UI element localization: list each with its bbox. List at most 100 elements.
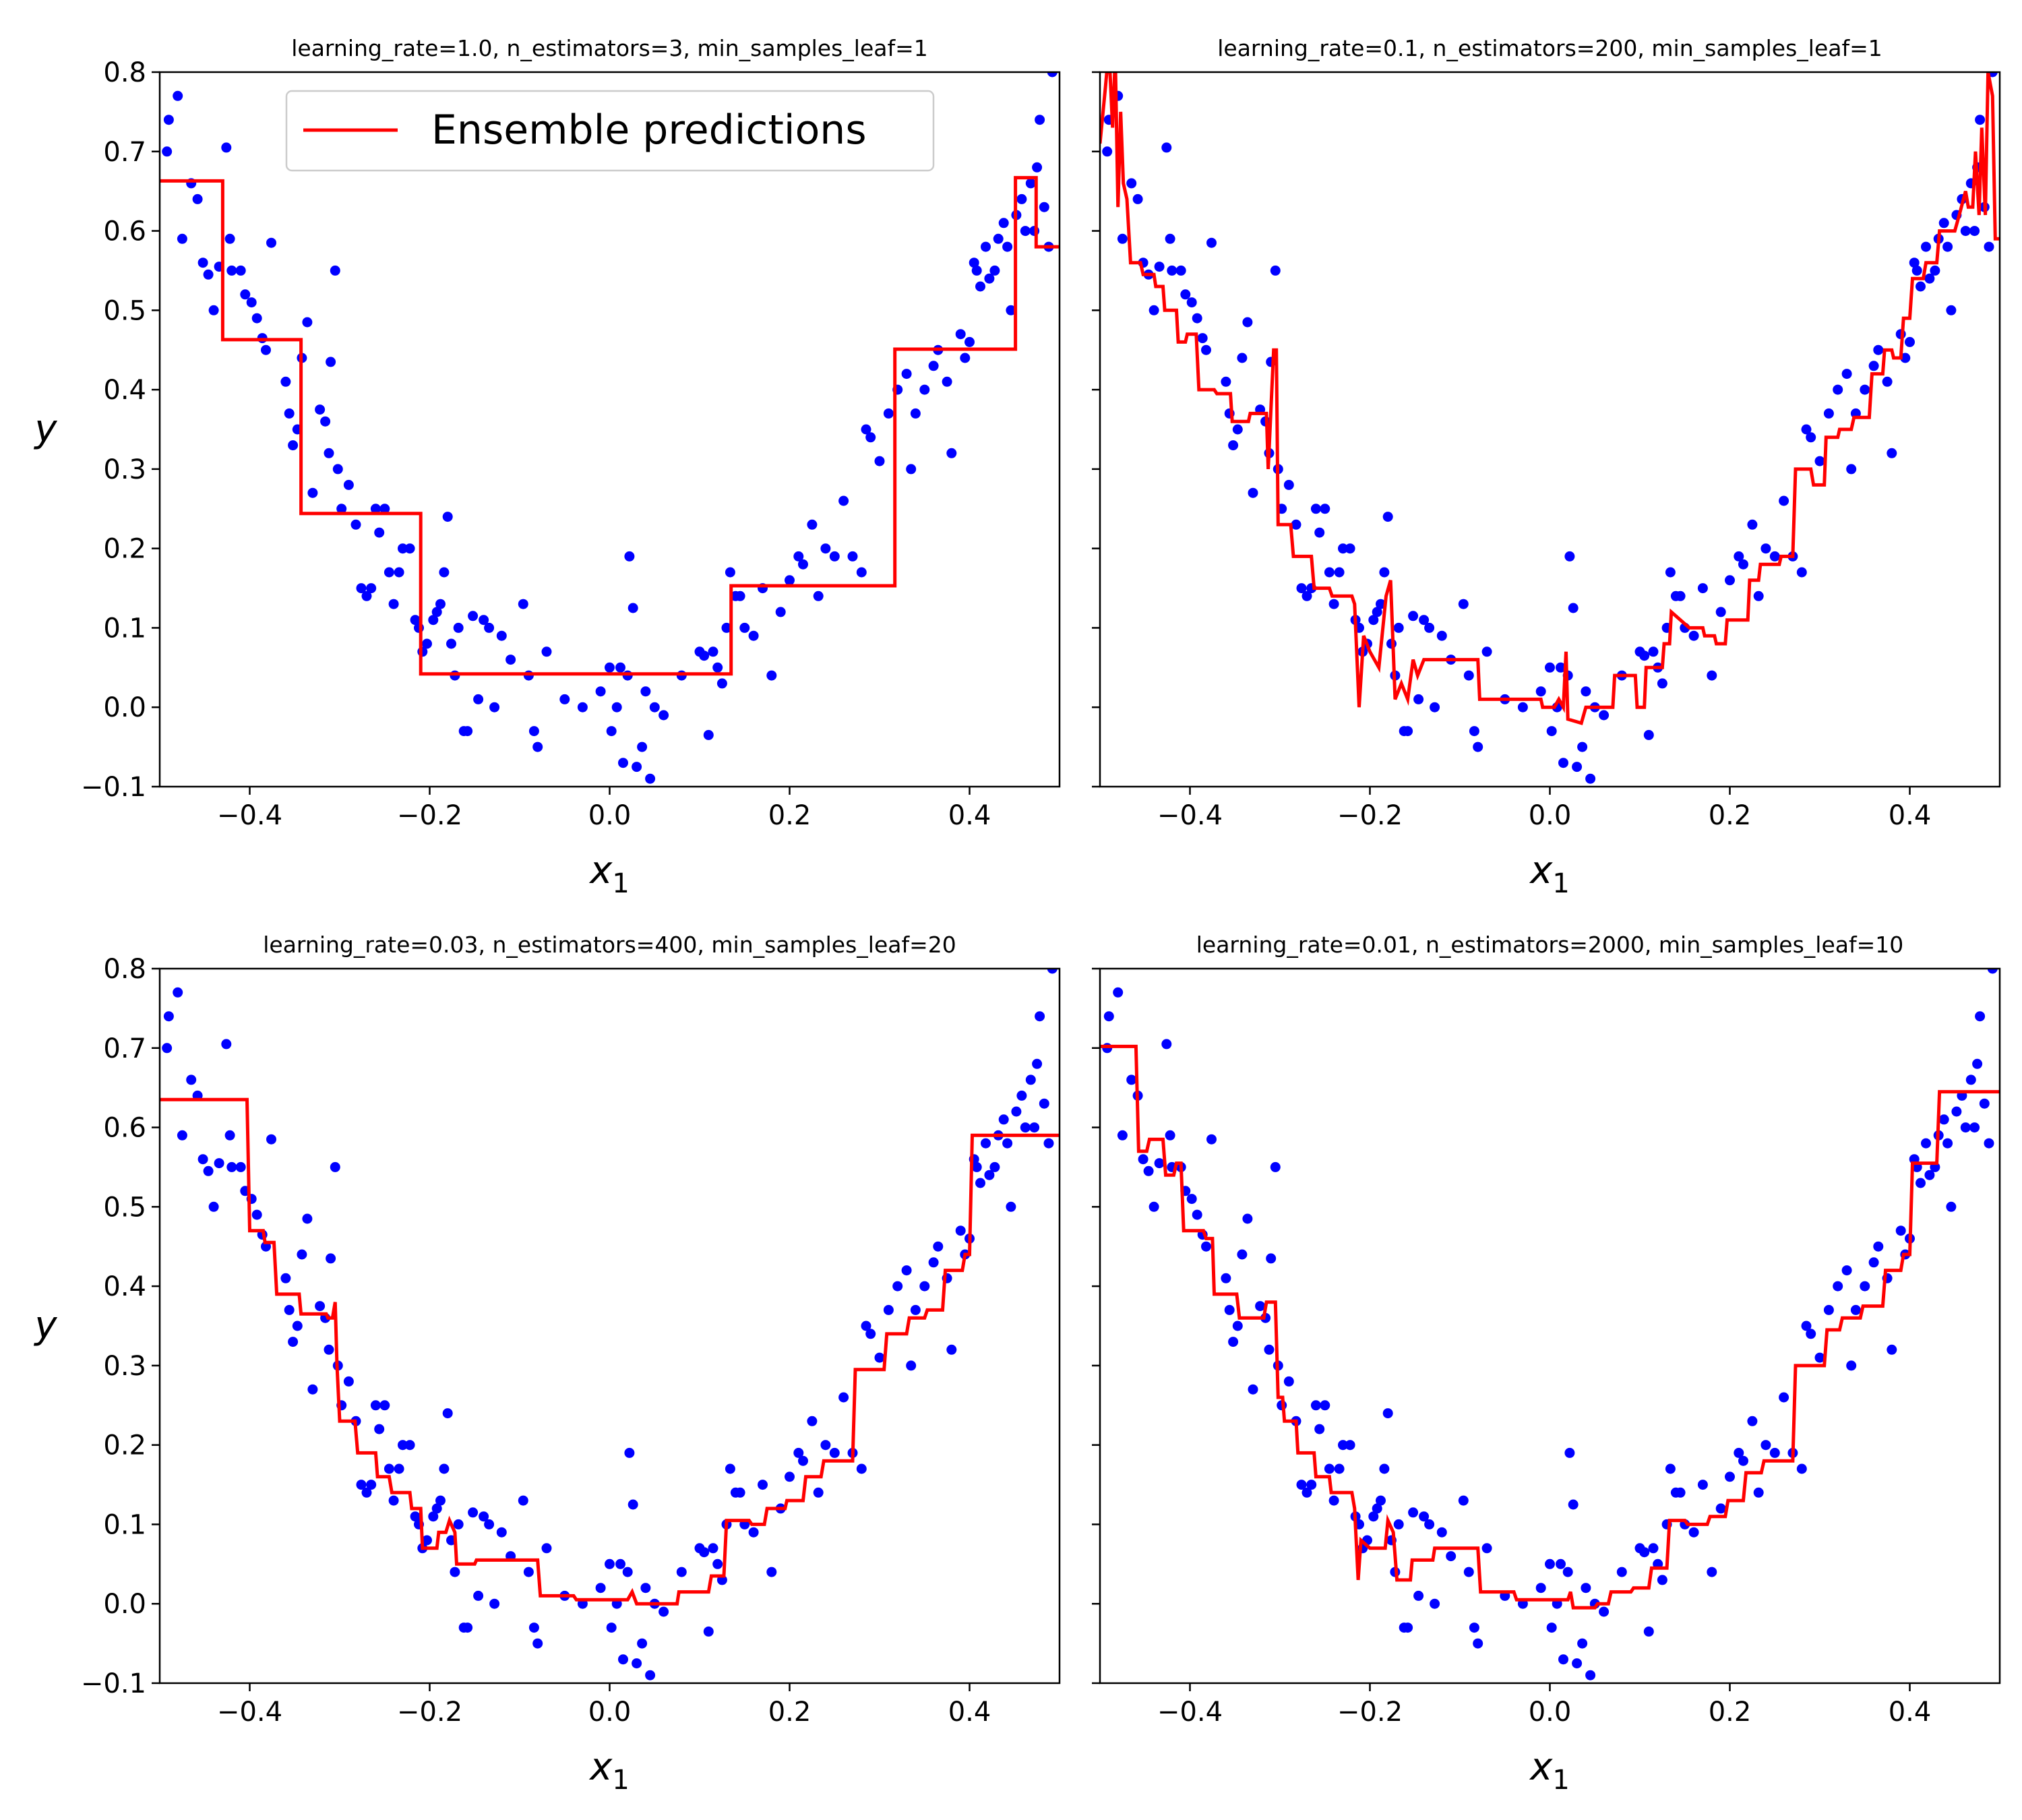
data-point (479, 1511, 489, 1522)
data-point (1779, 495, 1789, 506)
data-point (1314, 1424, 1325, 1434)
data-point (1020, 1122, 1031, 1133)
data-point (1393, 1519, 1404, 1529)
data-point (1224, 1304, 1235, 1315)
data-point (330, 265, 340, 276)
data-point (1197, 333, 1208, 344)
data-point (975, 1178, 985, 1188)
data-point (1616, 1567, 1627, 1577)
data-point (374, 1424, 385, 1434)
data-point (1648, 1543, 1659, 1554)
data-point (435, 1495, 446, 1506)
data-point (361, 590, 372, 601)
data-point (1760, 1440, 1771, 1451)
y-tick-label: 0.5 (103, 1192, 146, 1223)
data-point (1143, 1165, 1154, 1176)
data-point (838, 1392, 849, 1403)
data-point (1895, 1225, 1906, 1236)
data-point (192, 193, 203, 204)
data-point (955, 1225, 966, 1236)
data-point (1535, 686, 1546, 697)
y-tick-label: −0.1 (81, 772, 146, 803)
data-point (541, 1543, 552, 1554)
data-point (1715, 607, 1726, 617)
ensemble-prediction-line (160, 176, 1060, 676)
data-point (518, 1495, 528, 1506)
data-point (1117, 233, 1128, 244)
x-tick-label: 0.2 (1709, 1697, 1752, 1728)
data-point (1930, 265, 1940, 276)
data-point (645, 1670, 656, 1680)
data-point (235, 265, 246, 276)
data-point (865, 1329, 876, 1339)
data-point (1481, 646, 1492, 657)
data-point (1473, 1638, 1483, 1649)
data-point (865, 432, 876, 443)
scatter-series (1102, 72, 1998, 784)
data-point (758, 1480, 768, 1490)
data-point (468, 611, 479, 621)
data-point (1338, 543, 1348, 554)
data-point (370, 504, 381, 514)
data-point (1960, 1122, 1971, 1133)
data-point (946, 448, 957, 458)
data-point (528, 726, 539, 737)
data-point (541, 646, 552, 657)
data-point (489, 702, 500, 712)
y-tick-label: −0.1 (81, 1668, 146, 1699)
data-point (1201, 344, 1211, 355)
data-point (1372, 1503, 1382, 1514)
data-point (177, 1130, 187, 1141)
data-point (856, 567, 867, 578)
data-point (906, 464, 917, 475)
x-axis-label-main: x (1529, 849, 1553, 892)
data-point (221, 1039, 232, 1050)
ensemble-prediction-line (1100, 72, 2000, 725)
data-point (1564, 1447, 1575, 1458)
data-point (162, 146, 173, 157)
y-tick-label: 0.7 (103, 137, 146, 168)
data-point (484, 622, 495, 633)
y-tick-label: 0.2 (103, 1430, 146, 1461)
data-point (676, 1567, 687, 1577)
data-point (1228, 1337, 1239, 1347)
data-point (615, 1558, 625, 1569)
data-point (197, 1154, 208, 1165)
data-point (1481, 1543, 1492, 1554)
x-axis-label-main: x (588, 849, 613, 892)
data-point (1436, 630, 1447, 641)
data-point (1167, 265, 1177, 276)
data-point (446, 638, 456, 649)
data-point (793, 1447, 804, 1458)
data-point (1581, 1583, 1591, 1594)
data-point (506, 655, 516, 665)
data-point (1747, 1416, 1758, 1426)
data-point (361, 1487, 372, 1498)
data-point (1738, 559, 1748, 570)
data-point (326, 357, 336, 367)
data-point (1154, 1158, 1165, 1169)
data-point (969, 257, 979, 268)
data-point (1568, 603, 1579, 613)
data-point (1734, 551, 1744, 562)
data-point (1987, 969, 1998, 974)
data-point (224, 1130, 235, 1141)
data-point (1368, 1511, 1379, 1522)
legend-box (285, 90, 935, 172)
x-tick-label: −0.2 (397, 800, 462, 831)
data-point (336, 504, 347, 514)
data-point (288, 440, 299, 451)
data-point (1572, 1658, 1583, 1669)
data-point (1025, 1074, 1036, 1085)
data-point (1165, 233, 1175, 244)
data-point (208, 305, 219, 315)
data-point (1039, 1098, 1049, 1109)
x-tick-label: 0.0 (588, 1697, 632, 1728)
data-point (1301, 1487, 1312, 1498)
data-point (785, 1472, 795, 1482)
data-point (528, 1622, 539, 1633)
data-point (1446, 1551, 1457, 1562)
y-tick-label: 0.6 (103, 1113, 146, 1144)
data-point (370, 1400, 381, 1411)
y-tick-label: 0.1 (103, 1509, 146, 1540)
